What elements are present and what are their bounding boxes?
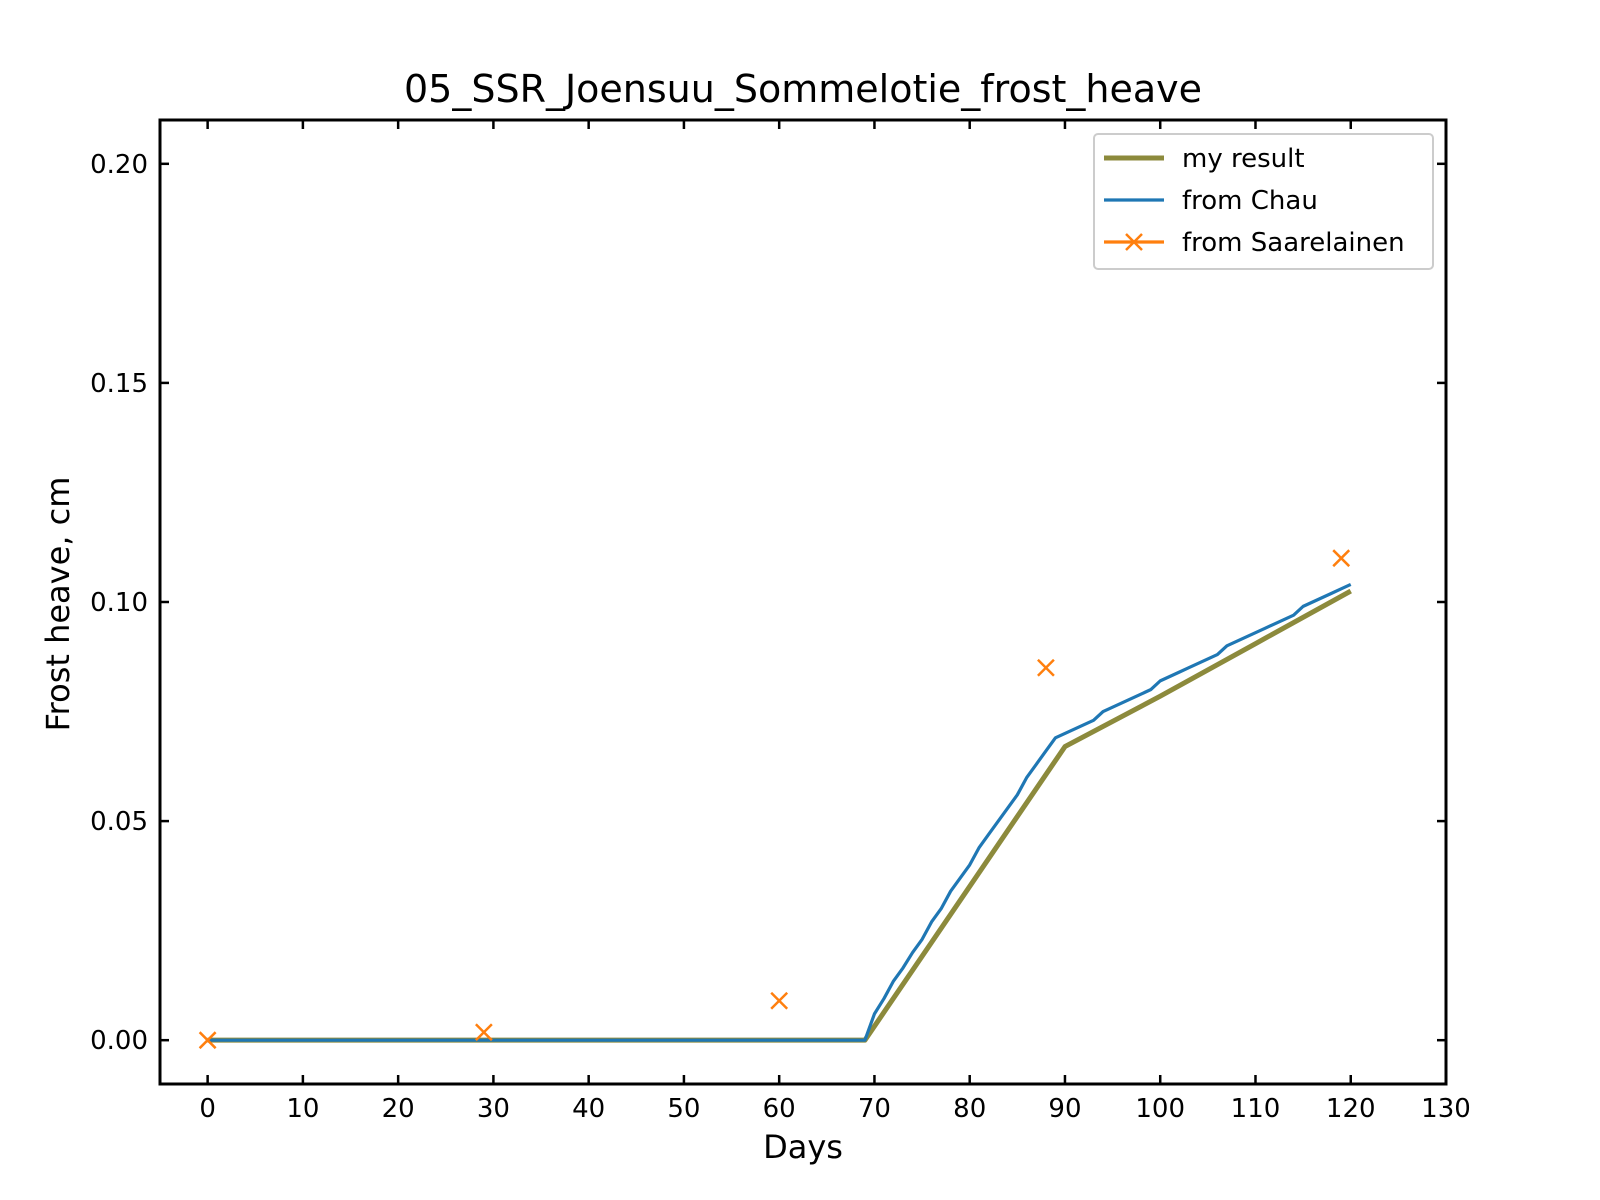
x-tick-label: 60 xyxy=(763,1094,796,1124)
plot-frame xyxy=(158,118,1448,1086)
plot-series xyxy=(198,549,1352,1050)
x-tick-label: 40 xyxy=(572,1094,605,1124)
y-tick-label: 0.10 xyxy=(90,588,148,618)
x-tick-label: 50 xyxy=(667,1094,700,1124)
x-axis-label: Days xyxy=(763,1128,843,1166)
x-tick-label: 130 xyxy=(1421,1094,1471,1124)
series-line-1 xyxy=(207,583,1352,1042)
x-tick-label: 110 xyxy=(1231,1094,1281,1124)
series-marker-2 xyxy=(770,991,789,1010)
y-tick-label: 0.20 xyxy=(90,150,148,180)
x-tick-label: 80 xyxy=(953,1094,986,1124)
series-marker-2 xyxy=(1332,549,1351,568)
x-tick-label: 10 xyxy=(286,1094,319,1124)
series-marker-2 xyxy=(1037,658,1055,677)
x-tick-label: 30 xyxy=(477,1094,510,1124)
y-tick-label: 0.15 xyxy=(90,369,148,399)
legend-label-2: from Saarelainen xyxy=(1182,228,1405,258)
legend: my result from Chau from Saarelainen xyxy=(1093,133,1434,270)
chart-title: 05_SSR_Joensuu_Sommelotie_frost_heave xyxy=(404,67,1202,111)
legend-frame xyxy=(1093,133,1434,270)
legend-label-0: my result xyxy=(1182,144,1305,174)
y-tick-label: 0.00 xyxy=(90,1026,148,1056)
x-tick-label: 20 xyxy=(382,1094,415,1124)
y-tick-label: 0.05 xyxy=(90,807,148,837)
legend-label-1: from Chau xyxy=(1182,186,1318,216)
axis-ticks: 0 10 20 30 40 50 60 70 80 90 100 110 120 130 0.00 0.05 0… xyxy=(90,120,1471,1124)
legend-marker-2 xyxy=(1125,233,1143,251)
x-tick-label: 70 xyxy=(858,1094,891,1124)
series-marker-2 xyxy=(474,1023,493,1042)
series-marker-2 xyxy=(198,1031,217,1050)
y-axis-label: Frost heave, cm xyxy=(39,477,77,732)
x-tick-label: 0 xyxy=(199,1094,216,1124)
x-tick-label: 120 xyxy=(1326,1094,1376,1124)
x-tick-label: 100 xyxy=(1135,1094,1185,1124)
series-line-0 xyxy=(207,588,1352,1043)
x-tick-label: 90 xyxy=(1048,1094,1081,1124)
